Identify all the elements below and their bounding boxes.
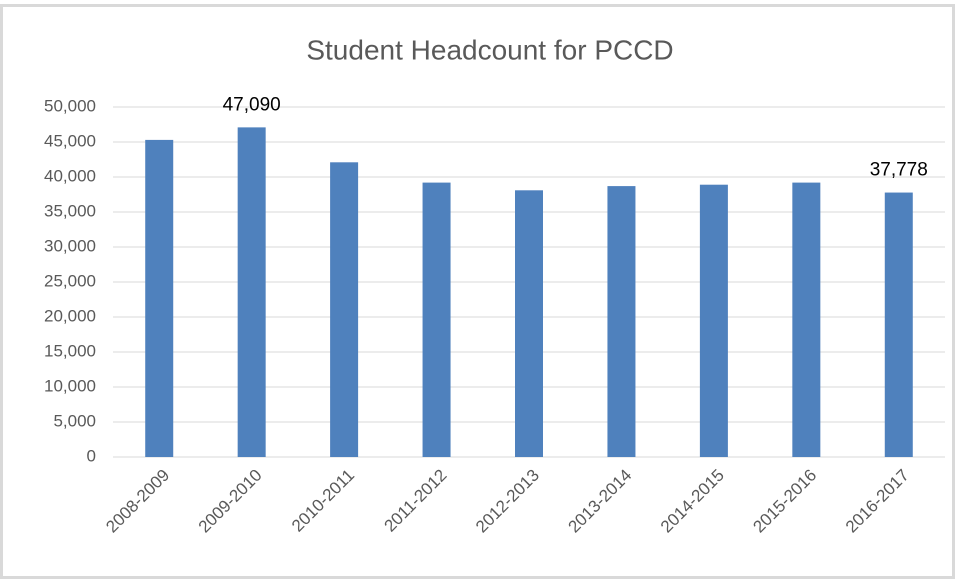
bar bbox=[330, 162, 359, 458]
bar bbox=[699, 184, 728, 457]
y-tick-label: 30,000 bbox=[44, 236, 96, 255]
y-tick-label: 10,000 bbox=[44, 376, 96, 395]
bar bbox=[237, 127, 266, 458]
y-tick-label: 50,000 bbox=[44, 96, 96, 115]
y-tick-label: 40,000 bbox=[44, 166, 96, 185]
data-label: 47,090 bbox=[223, 94, 281, 115]
bar bbox=[607, 186, 636, 457]
y-tick-label: 0 bbox=[87, 446, 96, 465]
y-tick-label: 25,000 bbox=[44, 271, 96, 290]
y-tick-label: 20,000 bbox=[44, 306, 96, 325]
bar bbox=[884, 192, 913, 457]
y-tick-label: 45,000 bbox=[44, 131, 96, 150]
y-tick-label: 35,000 bbox=[44, 201, 96, 220]
bar bbox=[792, 182, 821, 457]
bar bbox=[145, 139, 174, 457]
y-tick-label: 5,000 bbox=[53, 411, 96, 430]
data-label: 37,778 bbox=[870, 160, 928, 181]
bar bbox=[422, 182, 451, 457]
bar bbox=[515, 190, 543, 458]
y-tick-label: 15,000 bbox=[44, 341, 96, 360]
chart-title: Student Headcount for PCCD bbox=[306, 34, 673, 65]
